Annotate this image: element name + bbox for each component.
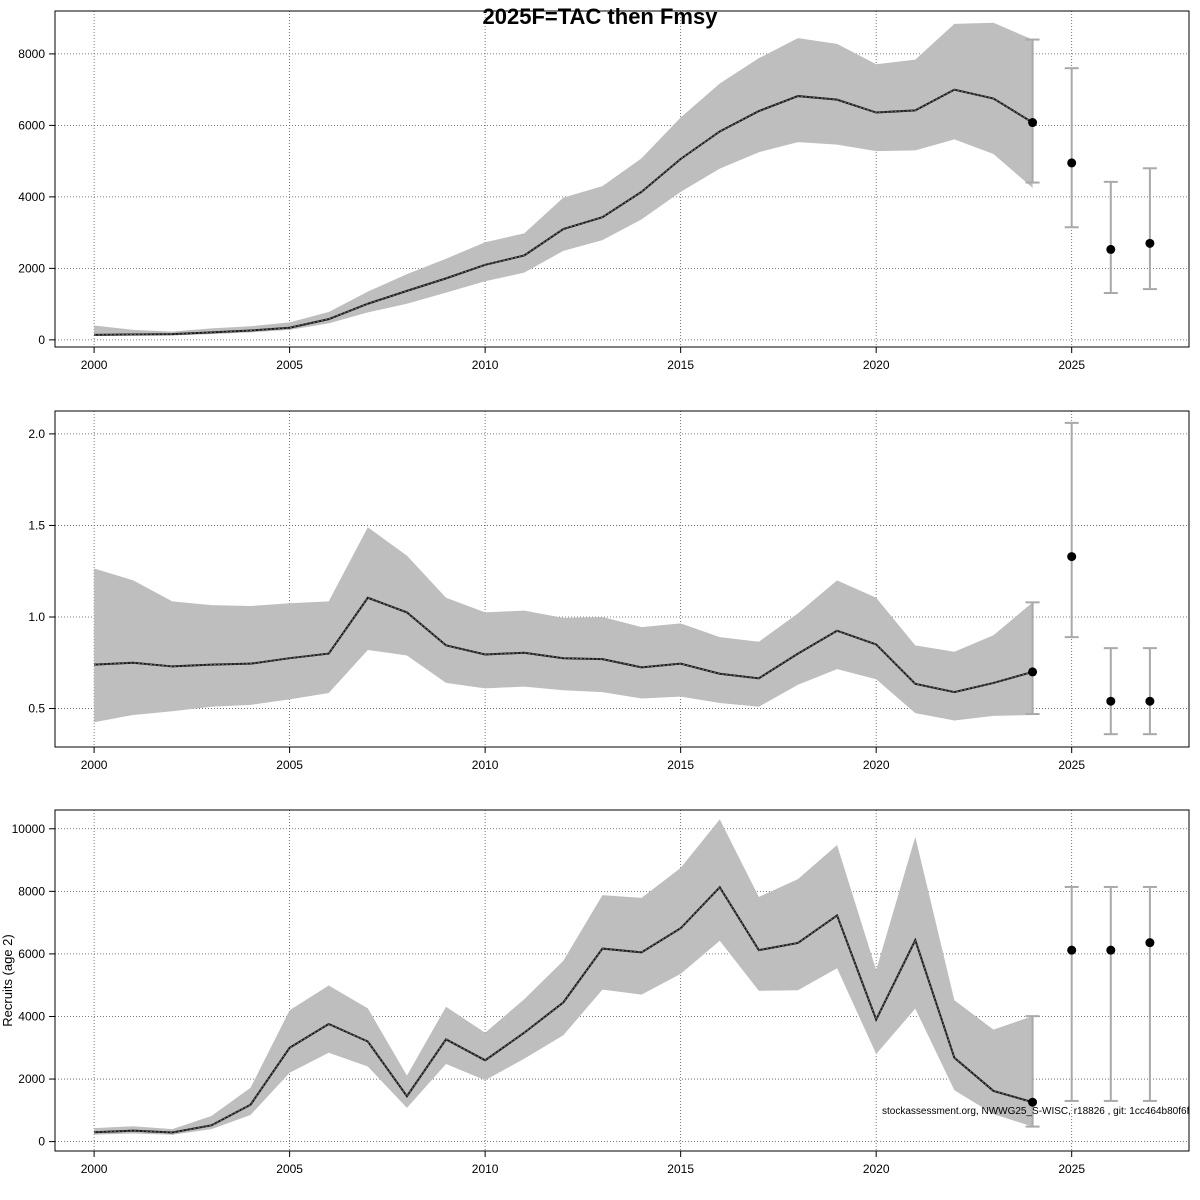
x-tick-label: 2025	[1058, 1162, 1085, 1176]
y-tick-label: 1.0	[28, 610, 45, 624]
y-tick-label: 0	[38, 333, 45, 347]
forecast-point	[1028, 667, 1038, 677]
y-tick-label: 0	[38, 1135, 45, 1149]
forecast-point	[1067, 158, 1077, 168]
y-tick-label: 8000	[18, 884, 45, 898]
x-tick-label: 2020	[863, 1162, 890, 1176]
y-tick-label: 6000	[18, 118, 45, 132]
y-tick-label: 2000	[18, 1072, 45, 1086]
y-tick-label: 2000	[18, 261, 45, 275]
forecast-point	[1145, 938, 1155, 948]
y-tick-label: 0.5	[28, 702, 45, 716]
x-tick-label: 2000	[81, 1162, 108, 1176]
y-tick-label: 2.0	[28, 427, 45, 441]
x-tick-label: 2010	[472, 758, 499, 772]
y-tick-label: 1.5	[28, 518, 45, 532]
y-tick-label: 10000	[12, 822, 46, 836]
plot-frame	[54, 809, 1190, 1152]
x-tick-label: 2000	[81, 358, 108, 372]
x-tick-label: 2015	[667, 1162, 694, 1176]
y-tick-label: 4000	[18, 190, 45, 204]
confidence-band	[94, 527, 1033, 723]
y-axis-title: Recruits (age 2)	[0, 934, 15, 1026]
x-tick-label: 2000	[81, 758, 108, 772]
footnote: stockassessment.org, NWWG25_S-WISC, r188…	[882, 1106, 1190, 1117]
y-tick-label: 8000	[18, 47, 45, 61]
forecast-point	[1067, 945, 1077, 955]
forecast-point	[1028, 118, 1038, 128]
x-tick-label: 2015	[667, 358, 694, 372]
ssb-panel: 2000 2005 2010 2015 2020 2025 0 2000 4000 6000 800…	[18, 10, 1190, 372]
x-tick-label: 2010	[472, 1162, 499, 1176]
confidence-band	[94, 819, 1033, 1135]
x-tick-label: 2020	[863, 358, 890, 372]
forecast-point	[1106, 244, 1116, 254]
x-tick-label: 2010	[472, 358, 499, 372]
estimate-line-dotted	[94, 597, 1033, 693]
estimate-line-dotted	[94, 886, 1033, 1134]
forecast-point	[1106, 945, 1116, 955]
y-tick-label: 4000	[18, 1009, 45, 1023]
x-tick-label: 2025	[1058, 758, 1085, 772]
x-tick-label: 2020	[863, 758, 890, 772]
forecast-point	[1067, 552, 1077, 562]
plot-frame	[54, 410, 1190, 748]
forecast-point	[1145, 696, 1155, 706]
x-tick-label: 2005	[276, 1162, 303, 1176]
forecast-point	[1145, 238, 1155, 248]
x-tick-label: 2025	[1058, 358, 1085, 372]
chart-title: 2025F=TAC then Fmsy	[483, 4, 719, 29]
forecast-point	[1106, 696, 1116, 706]
x-tick-label: 2015	[667, 758, 694, 772]
plot-frame	[54, 10, 1190, 348]
x-tick-label: 2005	[276, 758, 303, 772]
recruits-panel: 2000 2005 2010 2015 2020 2025 0 2000 4000 6000 800…	[0, 809, 1190, 1176]
fishing-mortality-panel: 2000 2005 2010 2015 2020 2025 0.5 1.0 1.5 2.0	[28, 410, 1190, 772]
forecast-point	[1028, 1097, 1038, 1107]
y-tick-label: 6000	[18, 947, 45, 961]
confidence-band	[94, 22, 1033, 336]
estimate-line-dotted	[94, 89, 1033, 336]
x-tick-label: 2005	[276, 358, 303, 372]
